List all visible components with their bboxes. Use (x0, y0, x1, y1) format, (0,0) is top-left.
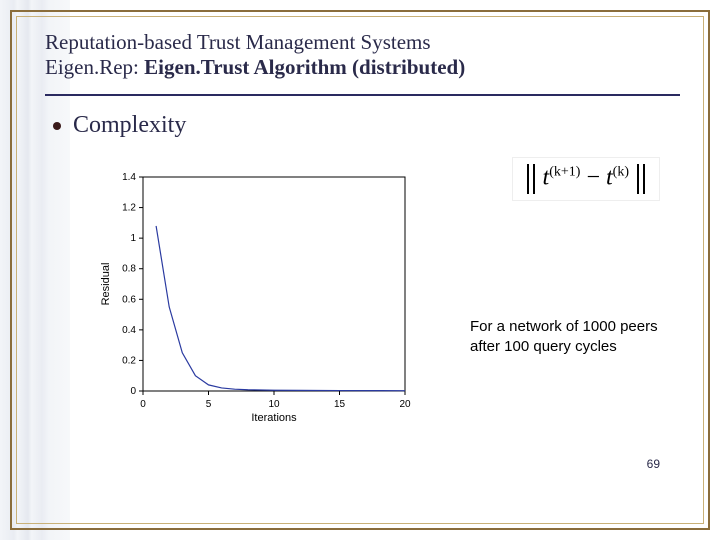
title-block: Reputation-based Trust Management System… (45, 30, 680, 80)
title-bold: Eigen.Trust Algorithm (distributed) (144, 55, 465, 79)
svg-text:0.2: 0.2 (122, 355, 136, 366)
svg-text:Iterations: Iterations (251, 412, 297, 424)
svg-text:0: 0 (130, 386, 136, 397)
formula-lhs-sup: (k+1) (549, 165, 580, 180)
title-rule (45, 94, 680, 96)
slide-content: Reputation-based Trust Management System… (45, 30, 680, 510)
svg-text:0.8: 0.8 (122, 264, 136, 275)
chart-svg: 0 0.2 0.4 0.6 0.8 1 1.2 1.4 0 5 10 15 20 Iterations Re… (95, 167, 415, 427)
svg-text:15: 15 (334, 399, 346, 410)
residual-formula: t(k+1) − t(k) (512, 157, 660, 201)
svg-text:0.4: 0.4 (122, 325, 136, 336)
svg-text:5: 5 (206, 399, 212, 410)
title-line-1: Reputation-based Trust Management System… (45, 30, 680, 55)
svg-text:0: 0 (140, 399, 146, 410)
svg-text:1.2: 1.2 (122, 203, 136, 214)
bullet-text: Complexity (73, 112, 186, 139)
formula-rhs-sup: (k) (613, 165, 629, 180)
page-number: 69 (647, 457, 660, 471)
title-prefix: Eigen.Rep: (45, 55, 144, 79)
svg-text:0.6: 0.6 (122, 294, 136, 305)
svg-text:1: 1 (130, 233, 136, 244)
svg-text:Residual: Residual (100, 263, 112, 306)
title-line-2: Eigen.Rep: Eigen.Trust Algorithm (distri… (45, 55, 680, 80)
bullet-row: Complexity (53, 112, 680, 139)
formula-rhs-base: t (606, 165, 613, 191)
svg-text:20: 20 (399, 399, 411, 410)
formula-minus: − (580, 165, 606, 191)
svg-text:1.4: 1.4 (122, 172, 136, 183)
svg-text:10: 10 (268, 399, 280, 410)
body-area: 0 0.2 0.4 0.6 0.8 1 1.2 1.4 0 5 10 15 20 Iterations Re… (45, 157, 680, 477)
bullet-icon (53, 122, 61, 130)
residual-chart: 0 0.2 0.4 0.6 0.8 1 1.2 1.4 0 5 10 15 20 Iterations Re… (95, 167, 415, 427)
chart-caption: For a network of 1000 peers after 100 qu… (470, 317, 670, 356)
